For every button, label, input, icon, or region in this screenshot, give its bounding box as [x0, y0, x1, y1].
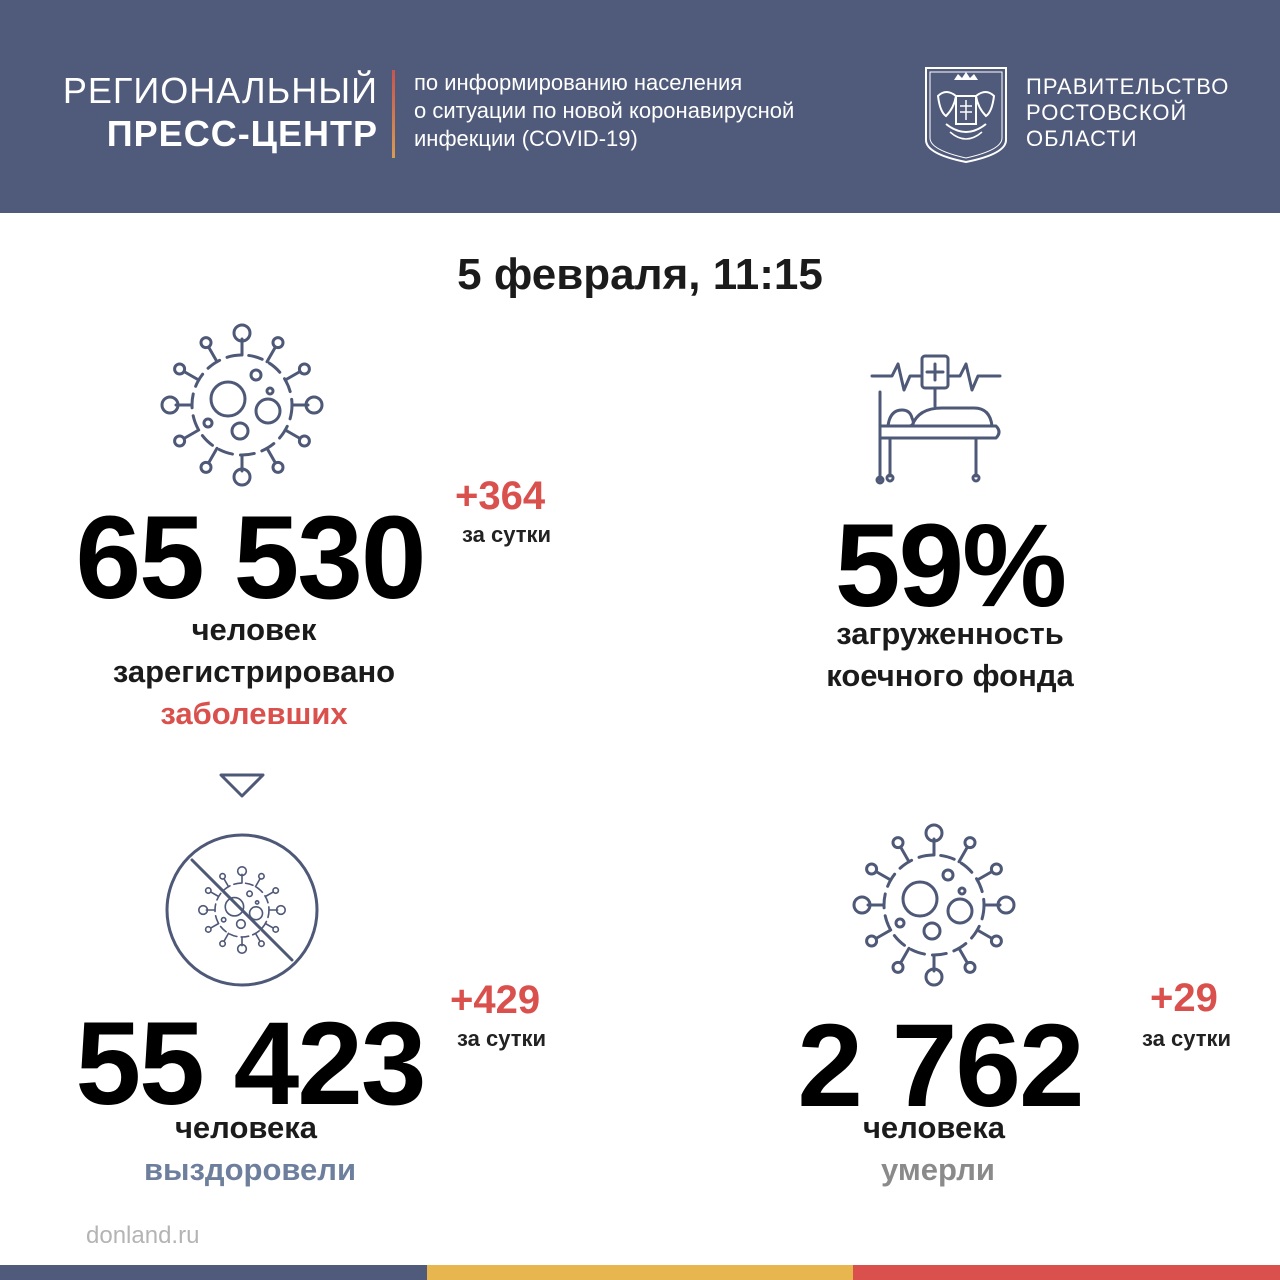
- gov-line-1: ПРАВИТЕЛЬСТВО: [1026, 74, 1230, 99]
- deaths-delta: +29: [1150, 976, 1218, 1020]
- beds-caption-line1: загруженность: [836, 616, 1064, 651]
- recovered-caption-line1: человека: [174, 1110, 318, 1145]
- beds-percent: 59%: [834, 500, 1067, 632]
- recovered-delta: +429: [450, 978, 541, 1022]
- recovered-caption-highlight: выздоровели: [143, 1152, 357, 1187]
- cases-delta: +364: [455, 474, 546, 518]
- header-banner: РЕГИОНАЛЬНЫЙ ПРЕСС-ЦЕНТР по информирован…: [0, 0, 1280, 213]
- recovered-delta-label: за сутки: [457, 1026, 547, 1051]
- info-line-2: о ситуации по новой коронавирусной: [414, 98, 795, 123]
- beds-caption-line2: коечного фонда: [826, 658, 1074, 693]
- deaths-caption-highlight: умерли: [881, 1152, 995, 1187]
- info-line-3: инфекции (COVID-19): [414, 126, 638, 151]
- deaths-total: 2 762: [797, 1000, 1084, 1132]
- triangle-down-icon: [219, 773, 265, 798]
- cases-caption-line1: человек: [191, 612, 317, 647]
- coat-of-arms-icon: [925, 67, 1007, 164]
- cases-total: 65 530: [75, 492, 427, 624]
- virus-icon: [160, 323, 324, 487]
- footer-bar-yellow: [427, 1265, 853, 1280]
- hospital-bed-icon: [870, 354, 1002, 485]
- cases-caption-line2: зарегистрировано: [112, 654, 396, 689]
- footer-bar-red: [853, 1265, 1280, 1280]
- brand-title-line2: ПРЕСС-ЦЕНТР: [106, 113, 378, 154]
- cases-delta-label: за сутки: [462, 522, 552, 547]
- footer-bar-blue: [0, 1265, 427, 1280]
- site-link[interactable]: donland.ru: [86, 1222, 200, 1249]
- deaths-delta-label: за сутки: [1142, 1026, 1232, 1051]
- virus-icon: [852, 823, 1016, 987]
- recovered-total: 55 423: [75, 998, 427, 1130]
- deaths-caption-line1: человека: [862, 1110, 1006, 1145]
- crossed-virus-icon: [165, 833, 319, 987]
- gov-line-2: РОСТОВСКОЙ: [1026, 100, 1188, 125]
- info-line-1: по информированию населения: [414, 70, 743, 95]
- brand-title-line1: РЕГИОНАЛЬНЫЙ: [62, 70, 378, 111]
- cases-caption-highlight: заболевших: [160, 696, 348, 731]
- report-date: 5 февраля, 11:15: [457, 250, 823, 299]
- header-divider: [392, 70, 395, 158]
- gov-line-3: ОБЛАСТИ: [1026, 126, 1138, 151]
